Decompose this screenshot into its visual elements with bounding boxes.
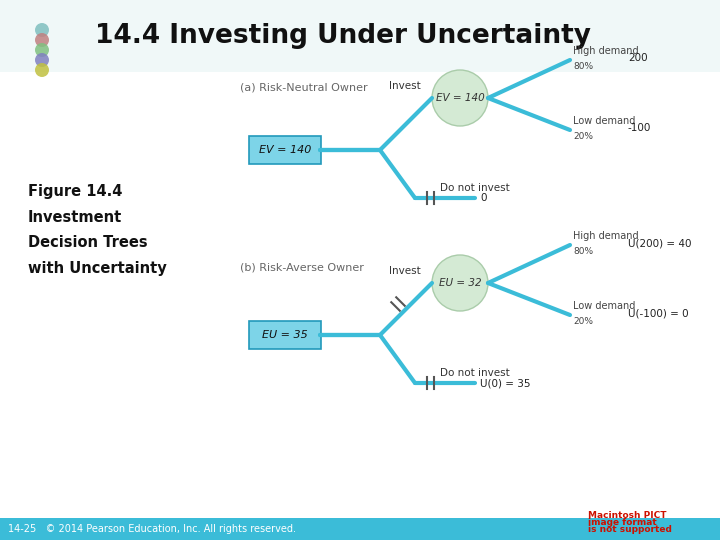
Text: (b) Risk-Averse Owner: (b) Risk-Averse Owner	[240, 263, 364, 273]
Text: Do not invest: Do not invest	[440, 368, 510, 378]
Text: Low demand: Low demand	[573, 116, 635, 126]
Bar	[0, 0, 720, 72]
FancyBboxPatch shape	[249, 321, 321, 349]
Text: EU = 32: EU = 32	[438, 278, 481, 288]
Text: is not supported: is not supported	[588, 525, 672, 534]
Text: (a) Risk-Neutral Owner: (a) Risk-Neutral Owner	[240, 83, 368, 93]
Text: EV = 140: EV = 140	[436, 93, 485, 103]
Text: -100: -100	[628, 123, 652, 133]
Text: image format: image format	[588, 518, 657, 527]
Text: Do not invest: Do not invest	[440, 183, 510, 193]
Text: High demand: High demand	[573, 231, 639, 241]
Circle shape	[35, 43, 49, 57]
Text: EU = 35: EU = 35	[262, 330, 308, 340]
Text: 80%: 80%	[573, 247, 593, 256]
Text: Invest: Invest	[389, 266, 421, 276]
Circle shape	[35, 63, 49, 77]
Text: 20%: 20%	[573, 317, 593, 326]
Circle shape	[35, 33, 49, 47]
Circle shape	[35, 23, 49, 37]
Text: 0: 0	[480, 193, 487, 203]
Text: Invest: Invest	[389, 81, 421, 91]
Text: U(200) = 40: U(200) = 40	[628, 238, 691, 248]
Text: 20%: 20%	[573, 132, 593, 141]
Text: High demand: High demand	[573, 46, 639, 56]
Text: Figure 14.4
Investment
Decision Trees
with Uncertainty: Figure 14.4 Investment Decision Trees wi…	[28, 184, 167, 276]
Text: U(0) = 35: U(0) = 35	[480, 378, 531, 388]
Text: U(-100) = 0: U(-100) = 0	[628, 308, 688, 318]
Circle shape	[432, 70, 488, 126]
Text: EV = 140: EV = 140	[258, 145, 311, 155]
Text: Macintosh PICT: Macintosh PICT	[588, 511, 667, 520]
Text: Low demand: Low demand	[573, 301, 635, 311]
Text: 200: 200	[628, 53, 647, 63]
Circle shape	[432, 255, 488, 311]
FancyBboxPatch shape	[249, 136, 321, 164]
Text: 14.4 Investing Under Uncertainty: 14.4 Investing Under Uncertainty	[95, 23, 591, 49]
Bar	[0, 518, 720, 540]
Text: 80%: 80%	[573, 62, 593, 71]
Circle shape	[35, 53, 49, 67]
Text: 14-25   © 2014 Pearson Education, Inc. All rights reserved.: 14-25 © 2014 Pearson Education, Inc. All…	[8, 524, 296, 534]
